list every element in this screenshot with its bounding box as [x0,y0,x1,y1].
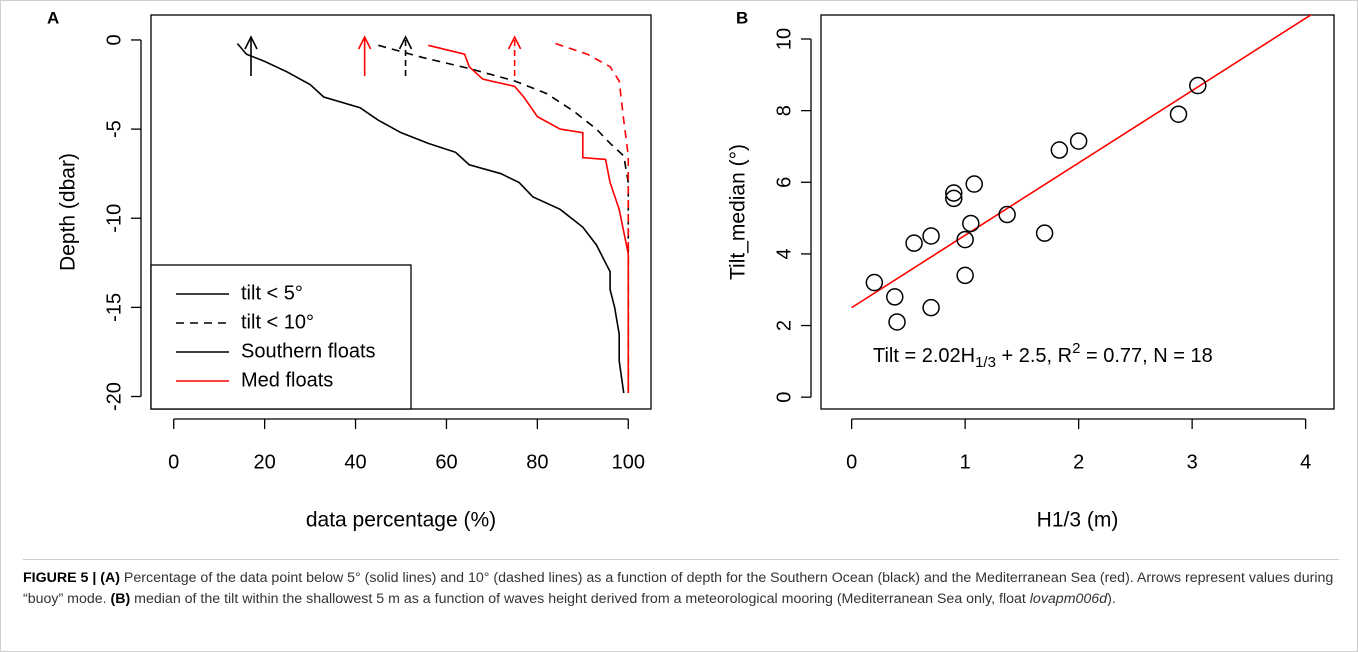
y-axis-label: Depth (dbar) [57,153,80,271]
data-line [555,42,630,393]
point [1189,76,1207,95]
annotation-sub: 1/3 [975,354,996,371]
x-tick-label: 100 [612,451,645,473]
panel-label: B [736,8,748,27]
y-tick-label: 0 [773,392,795,403]
point [945,184,963,202]
point [1069,132,1088,150]
annotation-text: = 0.77, N = 18 [1080,345,1212,367]
buoy-arrow [244,35,258,76]
annotation: Tilt = 2.02H1/3 + 2.5, R2 = 0.77, N = 18 [873,340,1213,371]
y-tick-label: 10 [773,28,795,50]
annotation-text: + 2.5, R [996,345,1072,367]
y-tick-label: -10 [103,204,125,233]
x-tick-label: 2 [1073,451,1084,473]
data-line [378,44,630,393]
y-tick-label: -15 [103,293,125,322]
y-tick-label: 4 [773,248,795,259]
y-tick-label: 0 [103,34,125,45]
legend-label: Southern floats [241,340,376,362]
point [1035,224,1054,242]
arrow-head [507,35,522,50]
legend-label: Med floats [241,369,333,391]
plot-box [820,14,1335,410]
point [922,298,940,317]
point [922,227,940,245]
point [945,189,963,208]
x-tick-label: 40 [344,451,366,473]
x-tick-label: 0 [168,451,179,473]
point [888,313,906,331]
caption-text: median of the tilt within the shallowest… [130,591,1030,607]
arrow-head [244,35,258,50]
x-tick-label: 20 [254,451,276,473]
arrow-head [357,35,372,50]
data-line [428,44,630,393]
buoy-arrow [357,35,372,76]
caption: FIGURE 5 | (A) Percentage of the data po… [23,559,1339,610]
point [886,288,904,306]
legend-label: tilt < 5° [241,282,303,304]
y-tick-label: -5 [103,120,125,138]
arrow-head [398,35,413,50]
point [998,205,1016,224]
point [956,230,974,249]
y-tick-label: 6 [773,177,795,188]
x-tick-label: 3 [1187,451,1198,473]
fit-line [851,15,1313,309]
legend-box [150,264,412,410]
x-tick-label: 1 [960,451,971,473]
y-tick-label: 8 [773,105,795,116]
x-tick-label: 80 [526,451,548,473]
caption-text: Percentage of the data point below 5° (s… [23,570,1334,607]
caption-head: FIGURE 5 | (A) [23,570,120,586]
x-tick-label: 60 [435,451,457,473]
point [1169,105,1188,123]
data-line [236,43,625,394]
x-axis-label: data percentage (%) [306,509,496,532]
x-tick-label: 4 [1300,451,1311,473]
panel-label: A [47,8,59,27]
point [965,175,983,193]
x-axis-label: H1/3 (m) [1037,509,1119,532]
x-tick-label: 0 [846,451,857,473]
caption-float: lovapm006d [1029,591,1108,607]
annotation-text: Tilt = 2.02H [873,345,975,367]
point [905,234,923,252]
buoy-arrow [507,35,522,76]
y-tick-label: -20 [103,382,125,411]
legend-label: tilt < 10° [241,311,314,333]
buoy-arrow [398,35,413,76]
caption-text: ). [1107,591,1116,607]
annotation-sup: 2 [1072,340,1080,357]
point [962,214,980,233]
y-tick-label: 2 [773,320,795,331]
point [865,273,884,292]
y-axis-label: Tilt_median (°) [727,144,750,280]
point [956,266,974,285]
caption-label: (B) [110,591,131,607]
point [1050,141,1069,159]
